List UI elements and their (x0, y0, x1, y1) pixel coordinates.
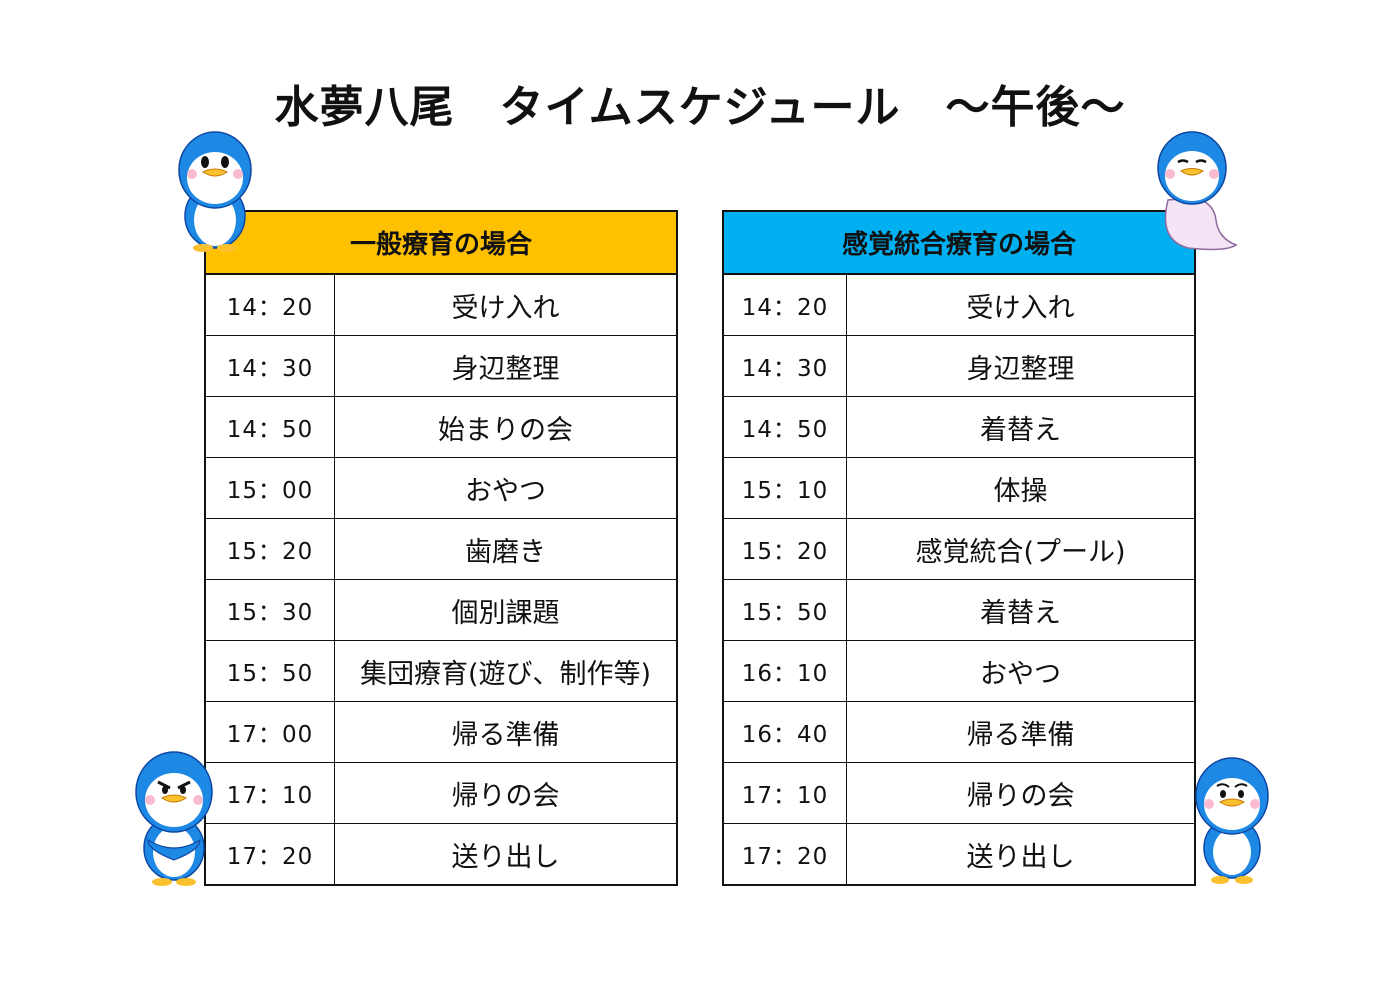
time-cell: 17：10 (206, 763, 335, 823)
table-row: 16：10 おやつ (724, 641, 1194, 702)
activity-cell: 帰る準備 (451, 719, 560, 751)
time-cell: 17：20 (724, 824, 847, 884)
general-schedule-header: 一般療育の場合 (206, 212, 676, 275)
activity-cell: 帰りの会 (966, 780, 1075, 812)
time-cell: 17：10 (724, 763, 847, 823)
table-row: 15：20 感覚統合(プール) (724, 519, 1194, 580)
time-cell: 14：50 (206, 397, 335, 457)
time-cell: 14：30 (724, 336, 847, 396)
activity-cell: 身辺整理 (966, 353, 1075, 385)
table-row: 16：40 帰る準備 (724, 702, 1194, 763)
activity-cell: おやつ (980, 658, 1061, 690)
sensory-schedule-header: 感覚統合療育の場合 (724, 212, 1194, 275)
table-row: 17：00 帰る準備 (206, 702, 676, 763)
general-schedule-table: 一般療育の場合 14：20 受け入れ 14：30 身辺整理 14：50 始まりの… (204, 210, 678, 886)
time-cell: 15：20 (206, 519, 335, 579)
activity-cell: 着替え (980, 597, 1061, 629)
table-row: 14：50 着替え (724, 397, 1194, 458)
table-row: 15：30 個別課題 (206, 580, 676, 641)
sensory-schedule-table: 感覚統合療育の場合 14：20 受け入れ 14：30 身辺整理 14：50 着替… (722, 210, 1196, 886)
time-cell: 14：20 (206, 275, 335, 335)
table-row: 14：50 始まりの会 (206, 397, 676, 458)
activity-cell: 送り出し (451, 841, 560, 873)
activity-cell: 感覚統合(プール) (915, 536, 1126, 568)
activity-cell: 歯磨き (465, 536, 546, 568)
time-cell: 14：30 (206, 336, 335, 396)
time-cell: 16：10 (724, 641, 847, 701)
table-row: 14：30 身辺整理 (206, 336, 676, 397)
time-cell: 17：20 (206, 824, 335, 884)
table-row: 15：50 着替え (724, 580, 1194, 641)
activity-cell: 着替え (980, 414, 1061, 446)
time-cell: 14：20 (724, 275, 847, 335)
table-row: 17：10 帰りの会 (724, 763, 1194, 824)
table-row: 14：20 受け入れ (724, 275, 1194, 336)
time-cell: 17：00 (206, 702, 335, 762)
penguin-icon (1157, 131, 1238, 251)
table-row: 14：20 受け入れ (206, 275, 676, 336)
time-cell: 16：40 (724, 702, 847, 762)
activity-cell: 個別課題 (451, 597, 560, 629)
time-cell: 14：50 (724, 397, 847, 457)
activity-cell: 受け入れ (451, 292, 560, 324)
activity-cell: 帰る準備 (966, 719, 1075, 751)
activity-cell: 始まりの会 (438, 414, 573, 446)
time-cell: 15：10 (724, 458, 847, 518)
time-cell: 15：30 (206, 580, 335, 640)
activity-cell: 送り出し (966, 841, 1075, 873)
table-row: 17：10 帰りの会 (206, 763, 676, 824)
activity-cell: おやつ (465, 475, 546, 507)
table-row: 15：50 集団療育(遊び、制作等) (206, 641, 676, 702)
table-row: 17：20 送り出し (206, 824, 676, 884)
penguin-icon (178, 131, 252, 252)
time-cell: 15：50 (724, 580, 847, 640)
page-title: 水夢八尾 タイムスケジュール ～午後～ (274, 82, 1126, 133)
table-row: 17：20 送り出し (724, 824, 1194, 884)
table-row: 15：00 おやつ (206, 458, 676, 519)
penguin-icon (1195, 757, 1269, 884)
activity-cell: 受け入れ (966, 292, 1075, 324)
time-cell: 15：20 (724, 519, 847, 579)
activity-cell: 身辺整理 (451, 353, 560, 385)
activity-cell: 帰りの会 (451, 780, 560, 812)
table-row: 15：20 歯磨き (206, 519, 676, 580)
table-row: 14：30 身辺整理 (724, 336, 1194, 397)
activity-cell: 集団療育(遊び、制作等) (359, 658, 652, 690)
penguin-icon (135, 751, 213, 886)
time-cell: 15：00 (206, 458, 335, 518)
time-cell: 15：50 (206, 641, 335, 701)
table-row: 15：10 体操 (724, 458, 1194, 519)
activity-cell: 体操 (993, 475, 1048, 507)
